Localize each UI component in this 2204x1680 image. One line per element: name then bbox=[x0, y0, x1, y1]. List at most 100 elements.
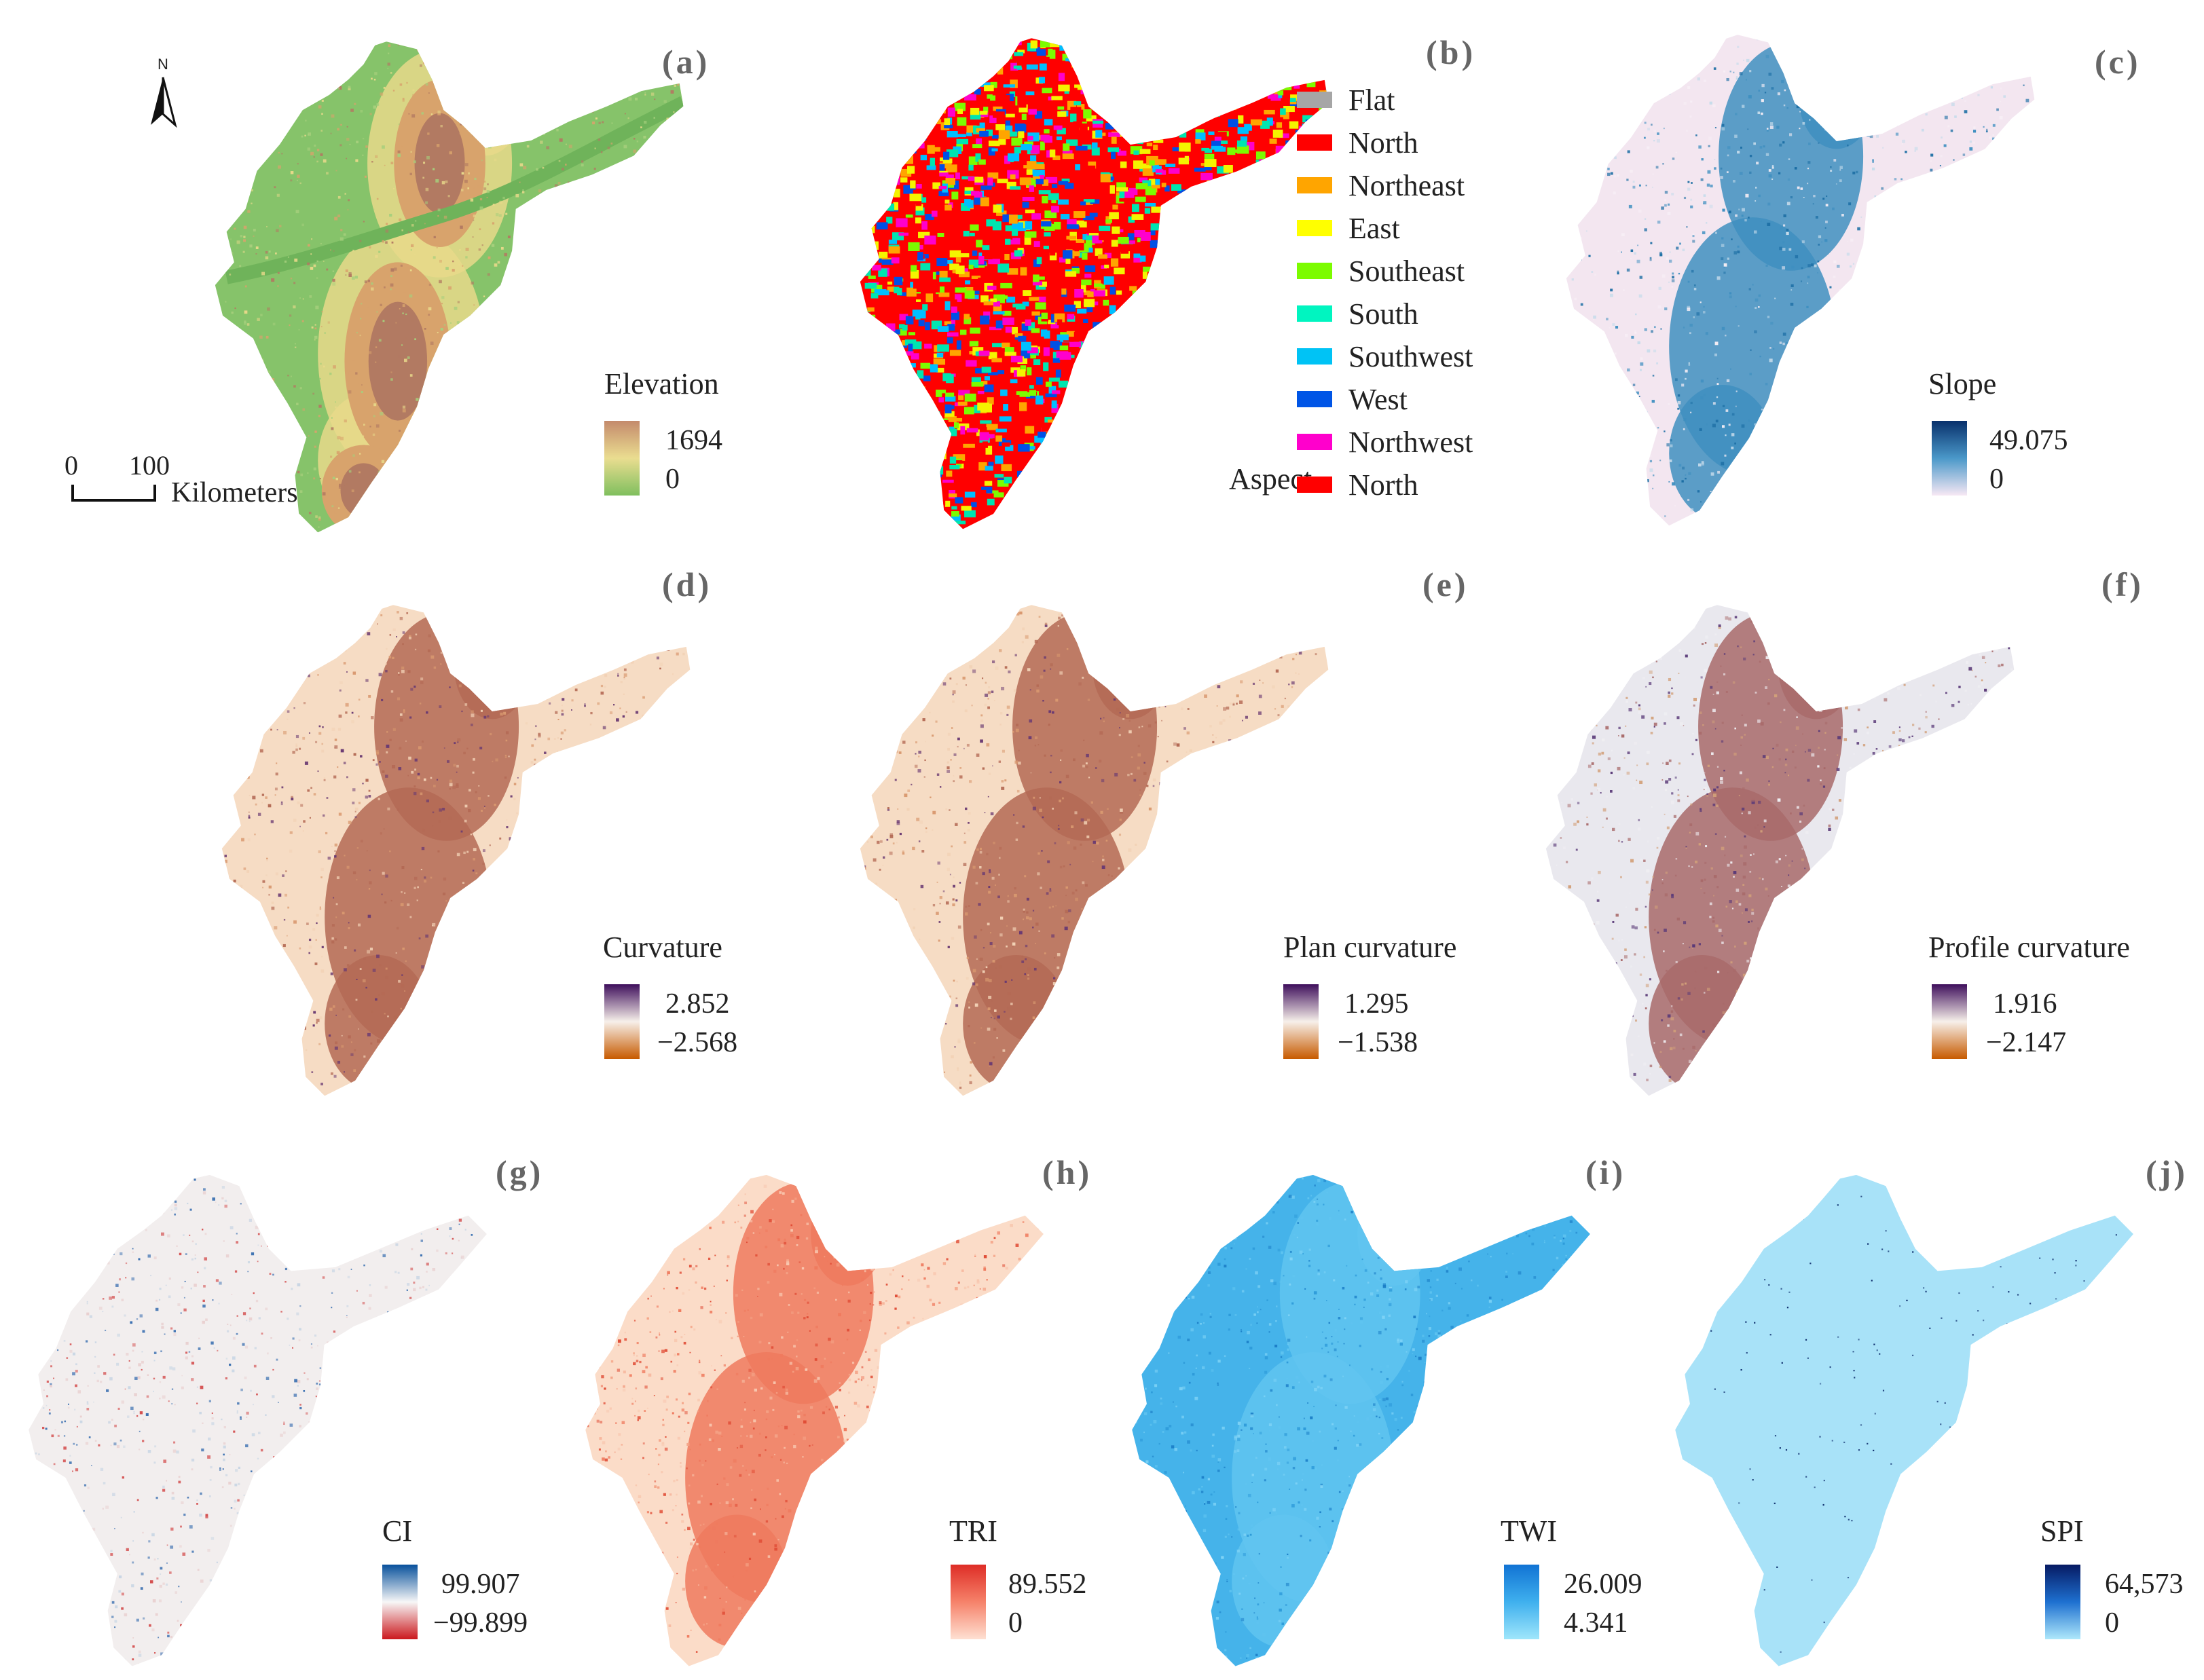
tri-color-ramp bbox=[951, 1565, 986, 1639]
north-arrow-label: N bbox=[158, 56, 168, 73]
panel-d-label: (d) bbox=[662, 565, 712, 603]
plan-curvature-map bbox=[860, 605, 1329, 1096]
aspect-legend-item: West bbox=[1297, 379, 1408, 419]
spi-color-ramp bbox=[2045, 1565, 2080, 1639]
profile-curvature-max-value: 1.916 bbox=[1993, 988, 2057, 1020]
panel-g: (g) CI 99.907 −99.899 bbox=[0, 1127, 557, 1680]
panel-b-label: (b) bbox=[1426, 33, 1476, 71]
panel-c: (c) Slope 49.075 0 bbox=[1521, 0, 2204, 543]
scale-bar-tick-end: 100 bbox=[129, 450, 170, 481]
elevation-legend-title: Elevation bbox=[604, 367, 719, 400]
curvature-max-value: 2.852 bbox=[665, 988, 730, 1020]
aspect-legend-item: North bbox=[1297, 465, 1418, 504]
slope-legend-title: Slope bbox=[1928, 367, 1997, 400]
panel-c-label: (c) bbox=[2095, 43, 2141, 81]
ci-legend-title: CI bbox=[382, 1514, 412, 1548]
aspect-legend-item: Southeast bbox=[1297, 251, 1465, 291]
ci-map bbox=[29, 1174, 487, 1666]
curvature-min-value: −2.568 bbox=[657, 1027, 738, 1058]
aspect-legend-swatch bbox=[1297, 134, 1332, 151]
panel-i-label: (i) bbox=[1585, 1153, 1626, 1191]
curvature-map bbox=[221, 605, 691, 1096]
tri-max-value: 89.552 bbox=[1008, 1569, 1087, 1600]
aspect-legend-swatch bbox=[1297, 477, 1332, 493]
panel-f: (f) Profile curvature 1.916 −2.147 bbox=[1521, 550, 2204, 1106]
twi-color-ramp bbox=[1504, 1565, 1539, 1639]
ci-color-ramp bbox=[382, 1565, 418, 1639]
profile-curvature-legend-title: Profile curvature bbox=[1928, 931, 2130, 964]
panel-g-label: (g) bbox=[496, 1153, 544, 1191]
aspect-legend-label: Southeast bbox=[1348, 254, 1465, 288]
panel-b: (b) Aspect Flat North Northeast East Southea… bbox=[733, 0, 1521, 543]
curvature-legend-title: Curvature bbox=[603, 931, 722, 964]
spi-max-value: 64,573 bbox=[2105, 1569, 2184, 1600]
panel-h: (h) TRI 89.552 0 bbox=[557, 1127, 1114, 1680]
slope-map bbox=[1566, 35, 2035, 526]
curvature-color-ramp bbox=[604, 984, 640, 1059]
plan-curvature-min-value: −1.538 bbox=[1338, 1027, 1418, 1058]
plan-curvature-color-ramp bbox=[1283, 984, 1319, 1059]
panel-e: (e) Plan curvature 1.295 −1.538 bbox=[760, 550, 1521, 1106]
aspect-legend-swatch bbox=[1297, 391, 1332, 407]
plan-curvature-max-value: 1.295 bbox=[1344, 988, 1409, 1020]
elevation-min-value: 0 bbox=[665, 464, 680, 495]
tri-legend-title: TRI bbox=[949, 1514, 997, 1548]
aspect-legend-label: North bbox=[1348, 468, 1418, 502]
ci-min-value: −99.899 bbox=[433, 1607, 528, 1639]
panel-f-label: (f) bbox=[2101, 565, 2144, 603]
twi-max-value: 26.009 bbox=[1564, 1569, 1642, 1600]
aspect-legend-label: West bbox=[1348, 382, 1408, 416]
elevation-map bbox=[215, 41, 684, 533]
aspect-legend-label: Southwest bbox=[1348, 339, 1473, 373]
aspect-legend-label: Northeast bbox=[1348, 168, 1465, 202]
aspect-map bbox=[860, 38, 1329, 529]
aspect-legend-swatch bbox=[1297, 92, 1332, 108]
panel-a-label: (a) bbox=[662, 43, 710, 81]
profile-curvature-color-ramp bbox=[1932, 984, 1967, 1059]
panel-j: (j) SPI 64,573 0 bbox=[1657, 1127, 2204, 1680]
plan-curvature-legend-title: Plan curvature bbox=[1283, 931, 1457, 964]
slope-min-value: 0 bbox=[1989, 464, 2004, 495]
aspect-legend-item: Northwest bbox=[1297, 422, 1473, 462]
aspect-legend-swatch bbox=[1297, 434, 1332, 450]
ci-max-value: 99.907 bbox=[441, 1569, 520, 1600]
profile-curvature-map bbox=[1545, 605, 2015, 1096]
aspect-legend-item: North bbox=[1297, 123, 1418, 162]
tri-min-value: 0 bbox=[1008, 1607, 1023, 1639]
aspect-legend-item: Southwest bbox=[1297, 337, 1473, 376]
aspect-legend-label: Northwest bbox=[1348, 425, 1473, 459]
aspect-legend-label: South bbox=[1348, 297, 1418, 331]
aspect-legend-label: Flat bbox=[1348, 83, 1395, 117]
profile-curvature-min-value: −2.147 bbox=[1986, 1027, 2067, 1058]
twi-min-value: 4.341 bbox=[1564, 1607, 1628, 1639]
scale-bar-unit: Kilometers bbox=[171, 477, 298, 508]
aspect-legend-swatch bbox=[1297, 348, 1332, 365]
panel-d: (d) Curvature 2.852 −2.568 bbox=[0, 550, 760, 1106]
scale-bar bbox=[71, 485, 156, 502]
elevation-color-ramp bbox=[604, 421, 640, 496]
panel-h-label: (h) bbox=[1042, 1153, 1092, 1191]
aspect-legend-swatch bbox=[1297, 220, 1332, 236]
north-arrow-icon: N bbox=[151, 56, 177, 128]
panel-i: (i) TWI 26.009 4.341 bbox=[1114, 1127, 1657, 1680]
aspect-legend-swatch bbox=[1297, 177, 1332, 193]
panel-e-label: (e) bbox=[1422, 565, 1469, 603]
aspect-legend-swatch bbox=[1297, 305, 1332, 322]
tri-map bbox=[585, 1174, 1044, 1666]
slope-color-ramp bbox=[1932, 421, 1967, 496]
aspect-legend-swatch bbox=[1297, 263, 1332, 279]
aspect-legend-item: South bbox=[1297, 294, 1418, 333]
spi-min-value: 0 bbox=[2105, 1607, 2119, 1639]
aspect-legend-label: North bbox=[1348, 126, 1418, 160]
spi-legend-title: SPI bbox=[2040, 1514, 2084, 1548]
elevation-max-value: 1694 bbox=[665, 425, 722, 456]
aspect-legend-label: East bbox=[1348, 211, 1400, 245]
panel-a: (a) Elevation 1694 0 N 0 100 Kilometers bbox=[0, 0, 733, 543]
aspect-legend-item: East bbox=[1297, 208, 1400, 248]
panel-j-label: (j) bbox=[2146, 1153, 2188, 1191]
slope-max-value: 49.075 bbox=[1989, 425, 2068, 456]
aspect-legend-item: Northeast bbox=[1297, 166, 1465, 205]
aspect-legend-item: Flat bbox=[1297, 80, 1395, 119]
scale-bar-tick-start: 0 bbox=[65, 450, 78, 481]
twi-legend-title: TWI bbox=[1501, 1514, 1558, 1548]
